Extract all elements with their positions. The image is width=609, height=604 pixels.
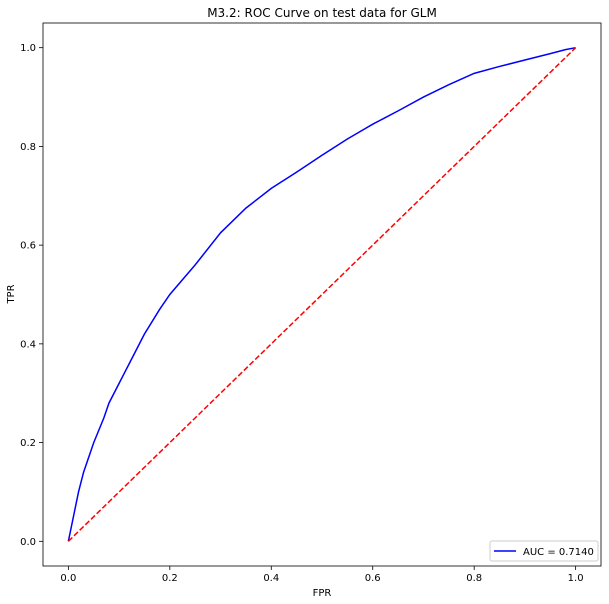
x-tick-label: 0.0	[60, 573, 76, 584]
chance-line	[67, 47, 577, 542]
y-tick-label: 0.2	[20, 438, 36, 449]
y-axis-label: TPR	[6, 284, 17, 304]
y-tick-label: 0.8	[20, 142, 36, 153]
legend: AUC = 0.7140	[489, 540, 599, 562]
legend-box	[489, 540, 599, 562]
plot-frame	[42, 22, 602, 567]
x-tick-label: 0.4	[263, 573, 279, 584]
x-tick-label: 0.8	[466, 573, 482, 584]
x-axis-ticks: 0.0 0.2 0.4 0.6 0.8 1.0	[60, 566, 584, 584]
x-tick-label: 1.0	[568, 573, 584, 584]
y-axis-ticks: 0.0 0.2 0.4 0.6 0.8 1.0	[20, 43, 43, 548]
x-tick-label: 0.6	[365, 573, 381, 584]
legend-label: AUC = 0.7140	[523, 547, 594, 558]
y-tick-label: 0.6	[20, 241, 36, 252]
plot-area	[42, 22, 602, 567]
y-tick-label: 0.0	[20, 537, 36, 548]
chart-title: M3.2: ROC Curve on test data for GLM	[207, 6, 437, 20]
x-axis-label: FPR	[313, 588, 332, 599]
x-tick-label: 0.2	[162, 573, 178, 584]
roc-curve-line	[67, 46, 576, 542]
y-tick-label: 1.0	[20, 43, 36, 54]
y-tick-label: 0.4	[20, 339, 36, 350]
